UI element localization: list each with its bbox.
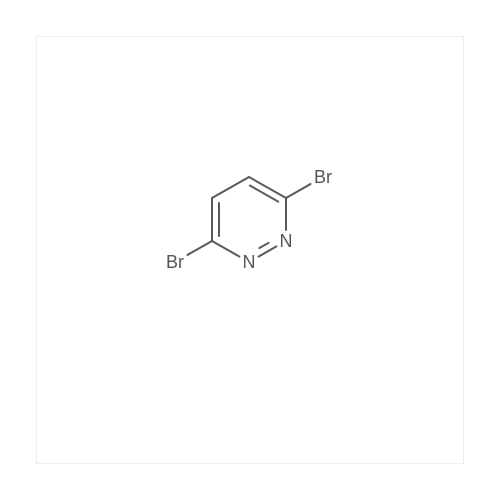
atom-label-n2: N [280,231,293,251]
atom-label-br3: Br [314,167,332,187]
atom-label-br6: Br [166,252,184,272]
atom-label-n1: N [243,252,256,272]
molecule-diagram: N N Br Br [0,0,500,500]
